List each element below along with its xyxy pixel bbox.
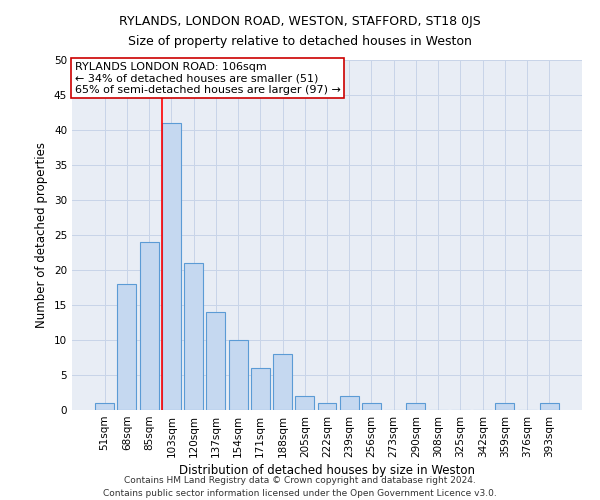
Bar	[273, 354, 292, 410]
Text: Contains HM Land Registry data © Crown copyright and database right 2024.
Contai: Contains HM Land Registry data © Crown c…	[103, 476, 497, 498]
Bar	[162, 123, 181, 410]
Bar	[140, 242, 158, 410]
Bar	[118, 284, 136, 410]
Bar	[251, 368, 270, 410]
Bar	[406, 403, 425, 410]
Bar	[362, 403, 381, 410]
Bar	[184, 263, 203, 410]
Y-axis label: Number of detached properties: Number of detached properties	[35, 142, 49, 328]
Bar	[540, 403, 559, 410]
Text: RYLANDS, LONDON ROAD, WESTON, STAFFORD, ST18 0JS: RYLANDS, LONDON ROAD, WESTON, STAFFORD, …	[119, 15, 481, 28]
Text: RYLANDS LONDON ROAD: 106sqm
← 34% of detached houses are smaller (51)
65% of sem: RYLANDS LONDON ROAD: 106sqm ← 34% of det…	[74, 62, 340, 95]
Bar	[317, 403, 337, 410]
Bar	[206, 312, 225, 410]
Bar	[295, 396, 314, 410]
X-axis label: Distribution of detached houses by size in Weston: Distribution of detached houses by size …	[179, 464, 475, 477]
Text: Size of property relative to detached houses in Weston: Size of property relative to detached ho…	[128, 35, 472, 48]
Bar	[95, 403, 114, 410]
Bar	[229, 340, 248, 410]
Bar	[496, 403, 514, 410]
Bar	[340, 396, 359, 410]
